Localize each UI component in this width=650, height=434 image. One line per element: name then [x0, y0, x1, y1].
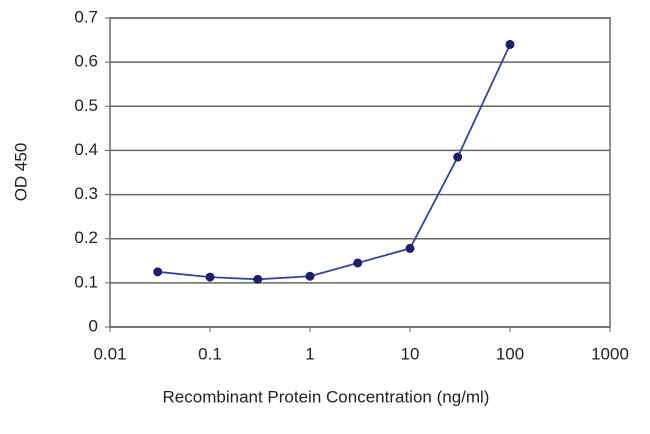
point: [205, 272, 215, 282]
x-tick-label: 10: [401, 344, 420, 363]
y-tick-label: 0.2: [74, 228, 98, 247]
y-tick-label: 0.1: [74, 272, 98, 291]
x-tick-label: 1000: [591, 344, 629, 363]
point: [405, 243, 415, 253]
y-tick-label: 0.4: [74, 140, 98, 159]
point: [253, 274, 263, 284]
plot-area: [109, 17, 611, 328]
point: [305, 271, 315, 281]
x-tick-label: 100: [496, 344, 524, 363]
y-tick-label: 0.6: [74, 52, 98, 71]
x-tick-label: 0.1: [198, 344, 222, 363]
x-tick-label: 1: [305, 344, 314, 363]
point: [505, 39, 515, 49]
point: [353, 258, 363, 268]
point: [453, 152, 463, 162]
x-axis-label: Recombinant Protein Concentration (ng/ml…: [163, 387, 490, 406]
y-tick-label: 0.7: [74, 7, 98, 26]
y-tick-label: 0.5: [74, 96, 98, 115]
series-line: [157, 44, 511, 281]
y-axis-label: OD 450: [11, 143, 30, 202]
y-tick-label: 0.3: [74, 184, 98, 203]
point: [153, 267, 163, 277]
y-tick-label: 0: [89, 316, 98, 335]
x-tick-label: 0.01: [93, 344, 126, 363]
